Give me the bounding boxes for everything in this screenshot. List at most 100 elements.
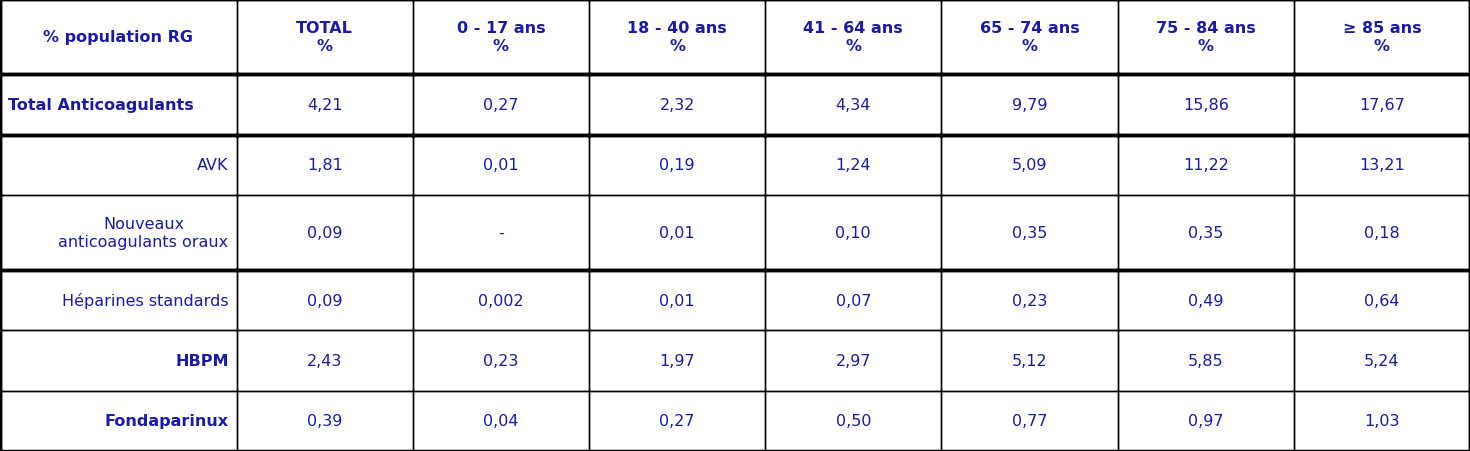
Bar: [237, 195, 413, 271]
Bar: [0, 271, 237, 331]
Bar: [1294, 331, 1470, 391]
Text: 0,01: 0,01: [484, 158, 519, 173]
Text: 18 - 40 ans
%: 18 - 40 ans %: [628, 21, 728, 54]
Bar: [0, 75, 237, 135]
Text: 0,18: 0,18: [1364, 226, 1399, 240]
Bar: [1117, 0, 1294, 75]
Bar: [237, 271, 413, 331]
Bar: [1294, 271, 1470, 331]
Text: 5,12: 5,12: [1011, 353, 1047, 368]
Text: 75 - 84 ans
%: 75 - 84 ans %: [1155, 21, 1255, 54]
Bar: [766, 135, 941, 195]
Text: 0,64: 0,64: [1364, 293, 1399, 308]
Bar: [941, 0, 1117, 75]
Text: -: -: [498, 226, 504, 240]
Bar: [237, 0, 413, 75]
Text: 0,97: 0,97: [1188, 414, 1223, 428]
Bar: [237, 331, 413, 391]
Text: 0,39: 0,39: [307, 414, 343, 428]
Bar: [0, 331, 237, 391]
Text: 5,85: 5,85: [1188, 353, 1223, 368]
Bar: [766, 331, 941, 391]
Text: 0,07: 0,07: [835, 293, 872, 308]
Text: 15,86: 15,86: [1183, 98, 1229, 113]
Bar: [766, 75, 941, 135]
Bar: [941, 331, 1117, 391]
Bar: [1117, 391, 1294, 451]
Text: 0,35: 0,35: [1188, 226, 1223, 240]
Text: 1,81: 1,81: [307, 158, 343, 173]
Text: 0,19: 0,19: [659, 158, 695, 173]
Bar: [413, 391, 589, 451]
Bar: [589, 391, 766, 451]
Bar: [766, 195, 941, 271]
Text: 1,03: 1,03: [1364, 414, 1399, 428]
Text: 41 - 64 ans
%: 41 - 64 ans %: [804, 21, 903, 54]
Text: 2,32: 2,32: [660, 98, 695, 113]
Bar: [0, 391, 237, 451]
Bar: [1117, 75, 1294, 135]
Text: 11,22: 11,22: [1183, 158, 1229, 173]
Bar: [1294, 75, 1470, 135]
Bar: [413, 271, 589, 331]
Text: TOTAL
%: TOTAL %: [297, 21, 353, 54]
Text: 0 - 17 ans
%: 0 - 17 ans %: [457, 21, 545, 54]
Bar: [941, 271, 1117, 331]
Text: 0,09: 0,09: [307, 293, 343, 308]
Text: 5,24: 5,24: [1364, 353, 1399, 368]
Bar: [1294, 0, 1470, 75]
Text: Nouveaux
anticoagulants oraux: Nouveaux anticoagulants oraux: [59, 217, 229, 249]
Text: Fondaparinux: Fondaparinux: [104, 414, 229, 428]
Text: 0,27: 0,27: [660, 414, 695, 428]
Text: 13,21: 13,21: [1360, 158, 1405, 173]
Bar: [0, 135, 237, 195]
Text: 0,09: 0,09: [307, 226, 343, 240]
Text: 4,21: 4,21: [307, 98, 343, 113]
Text: HBPM: HBPM: [175, 353, 229, 368]
Bar: [941, 135, 1117, 195]
Bar: [589, 195, 766, 271]
Bar: [589, 135, 766, 195]
Bar: [1117, 271, 1294, 331]
Text: 4,34: 4,34: [835, 98, 872, 113]
Text: 0,04: 0,04: [484, 414, 519, 428]
Bar: [237, 75, 413, 135]
Text: 1,97: 1,97: [659, 353, 695, 368]
Text: 65 - 74 ans
%: 65 - 74 ans %: [979, 21, 1079, 54]
Bar: [413, 331, 589, 391]
Text: 1,24: 1,24: [835, 158, 872, 173]
Bar: [941, 75, 1117, 135]
Text: 0,23: 0,23: [1011, 293, 1047, 308]
Text: 0,50: 0,50: [835, 414, 872, 428]
Text: ≥ 85 ans
%: ≥ 85 ans %: [1342, 21, 1421, 54]
Bar: [413, 195, 589, 271]
Text: % population RG: % population RG: [43, 30, 193, 45]
Bar: [413, 75, 589, 135]
Text: 0,23: 0,23: [484, 353, 519, 368]
Text: 5,09: 5,09: [1011, 158, 1047, 173]
Bar: [1117, 135, 1294, 195]
Text: 9,79: 9,79: [1011, 98, 1047, 113]
Bar: [237, 391, 413, 451]
Bar: [1294, 195, 1470, 271]
Bar: [941, 195, 1117, 271]
Bar: [1294, 135, 1470, 195]
Text: 0,10: 0,10: [835, 226, 872, 240]
Bar: [413, 135, 589, 195]
Text: 0,01: 0,01: [659, 226, 695, 240]
Bar: [1294, 391, 1470, 451]
Bar: [589, 271, 766, 331]
Bar: [589, 75, 766, 135]
Bar: [413, 0, 589, 75]
Bar: [237, 135, 413, 195]
Text: 2,43: 2,43: [307, 353, 343, 368]
Bar: [1117, 331, 1294, 391]
Bar: [941, 391, 1117, 451]
Bar: [766, 0, 941, 75]
Bar: [766, 391, 941, 451]
Text: 0,01: 0,01: [659, 293, 695, 308]
Bar: [1117, 195, 1294, 271]
Bar: [0, 0, 237, 75]
Text: 17,67: 17,67: [1360, 98, 1405, 113]
Text: 0,002: 0,002: [478, 293, 523, 308]
